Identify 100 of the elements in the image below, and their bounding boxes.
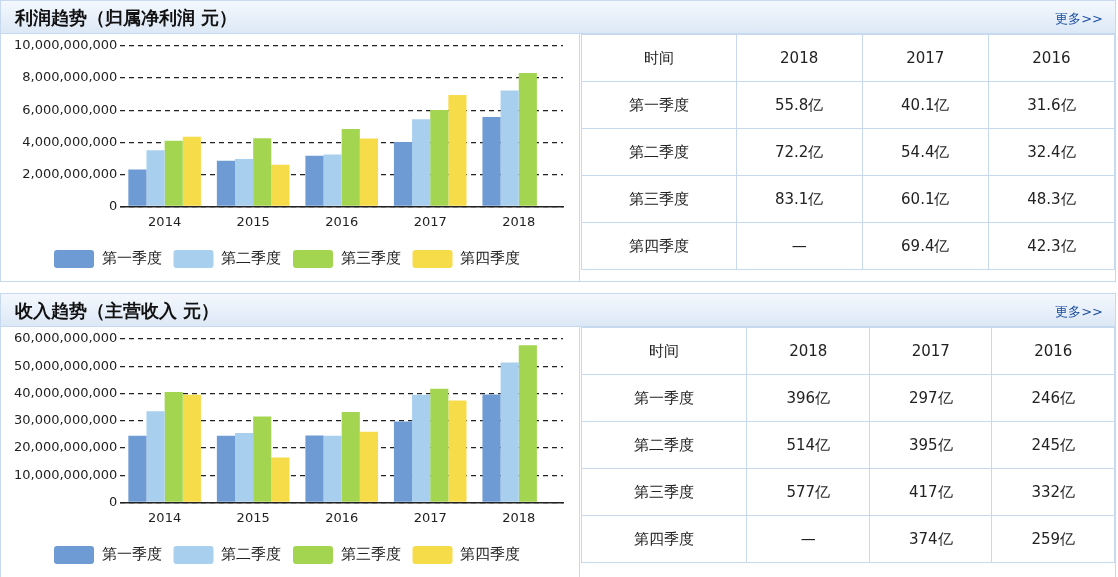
- y-tick-label: 60,000,000,000: [13, 330, 118, 346]
- text: 417亿: [908, 482, 953, 501]
- y-tick-label: 0: [109, 197, 118, 213]
- category-label: 2016: [988, 34, 1115, 82]
- text: 69.4亿: [901, 236, 950, 255]
- text: 60.1亿: [901, 189, 950, 208]
- text: 54.4亿: [901, 142, 950, 161]
- bar: [146, 411, 165, 502]
- bar: [305, 435, 324, 502]
- legend-label: 第一季度: [101, 248, 162, 267]
- bar: [216, 160, 236, 206]
- category-label: 第一季度: [628, 95, 689, 114]
- bar: [518, 73, 537, 206]
- text: 48.3亿: [1027, 189, 1076, 208]
- text: 396亿: [786, 388, 831, 407]
- bar: [448, 95, 467, 206]
- x-tick-label: 2015: [236, 509, 270, 525]
- legend-label: 第二季度: [221, 544, 281, 563]
- text: 32.4亿: [1027, 142, 1076, 161]
- text: 55.8亿: [774, 95, 824, 114]
- text: 更多>>: [1055, 10, 1103, 28]
- text: 395亿: [908, 435, 953, 454]
- bar: [323, 154, 342, 206]
- bar: [235, 159, 254, 206]
- legend-label: 第一季度: [101, 544, 162, 563]
- bar: [500, 362, 519, 502]
- y-tick-label: 40,000,000,000: [13, 384, 118, 400]
- text: 332亿: [1031, 482, 1076, 501]
- bar: [164, 140, 183, 206]
- category-label: 第一季度: [634, 388, 695, 407]
- bar: [164, 392, 183, 502]
- y-tick-label: 50,000,000,000: [13, 357, 118, 373]
- x-tick-label: 2018: [502, 213, 536, 229]
- legend-label: 第二季度: [221, 248, 281, 267]
- x-tick-label: 2014: [148, 509, 182, 525]
- bar: [341, 411, 360, 502]
- chart-title: 利润趋势（归属净利润 元）: [15, 6, 238, 30]
- bar: [341, 128, 360, 206]
- bar: [146, 150, 165, 206]
- text: 时间: [581, 34, 737, 82]
- bar: [253, 416, 272, 502]
- category-label: 第四季度: [634, 529, 695, 548]
- bar: [412, 394, 431, 502]
- bar: [128, 435, 147, 502]
- bar: [305, 155, 324, 206]
- text: —: [800, 530, 816, 548]
- x-tick-label: 2018: [502, 509, 536, 525]
- bar: [482, 116, 501, 206]
- bar: [430, 110, 449, 206]
- x-tick-label: 2016: [325, 213, 359, 229]
- bar: [500, 90, 519, 206]
- y-tick-label: 8,000,000,000: [22, 69, 118, 85]
- text: —: [791, 237, 807, 255]
- bar: [271, 164, 290, 206]
- bar: [323, 435, 342, 502]
- y-tick-label: 10,000,000,000: [13, 37, 118, 53]
- y-tick-label: 20,000,000,000: [13, 439, 118, 455]
- bar: [430, 388, 449, 502]
- bar: [412, 119, 431, 206]
- bar: [235, 432, 254, 502]
- category-label: 第二季度: [628, 142, 689, 161]
- text: 514亿: [786, 435, 831, 454]
- y-tick-label: 6,000,000,000: [22, 101, 118, 117]
- category-label: 2018: [736, 34, 863, 82]
- legend-label: 第四季度: [460, 544, 520, 563]
- y-tick-label: 0: [109, 493, 118, 509]
- category-label: 第二季度: [634, 435, 695, 454]
- bar: [182, 136, 201, 206]
- text: 297亿: [908, 388, 953, 407]
- bar: [359, 138, 378, 206]
- category-label: 2017: [862, 34, 989, 82]
- x-tick-label: 2014: [148, 213, 182, 229]
- bar: [448, 400, 467, 502]
- y-tick-label: 4,000,000,000: [22, 133, 118, 149]
- bar: [359, 431, 378, 502]
- bar: [271, 457, 290, 502]
- y-tick-label: 10,000,000,000: [13, 466, 118, 482]
- bar: [128, 169, 147, 206]
- bar: [393, 142, 413, 206]
- category-label: 第三季度: [634, 482, 695, 501]
- bar: [182, 394, 201, 502]
- legend-label: 第三季度: [340, 544, 401, 563]
- text: 577亿: [786, 482, 831, 501]
- category-label: 2017: [869, 327, 992, 375]
- legend-label: 第四季度: [460, 248, 520, 267]
- x-tick-label: 2017: [413, 509, 447, 525]
- text: 246亿: [1031, 388, 1076, 407]
- category-label: 第三季度: [628, 189, 689, 208]
- text: 40.1亿: [901, 95, 950, 114]
- x-tick-label: 2015: [236, 213, 270, 229]
- category-label: 2018: [746, 327, 870, 375]
- text: 374亿: [908, 529, 953, 548]
- bar: [253, 138, 272, 206]
- x-tick-label: 2017: [413, 213, 447, 229]
- text: 更多>>: [1055, 303, 1103, 321]
- text: 245亿: [1031, 435, 1076, 454]
- text: 83.1亿: [774, 189, 824, 208]
- x-tick-label: 2016: [325, 509, 359, 525]
- chart-title: 收入趋势（主营收入 元）: [15, 299, 220, 323]
- text: 42.3亿: [1027, 236, 1076, 255]
